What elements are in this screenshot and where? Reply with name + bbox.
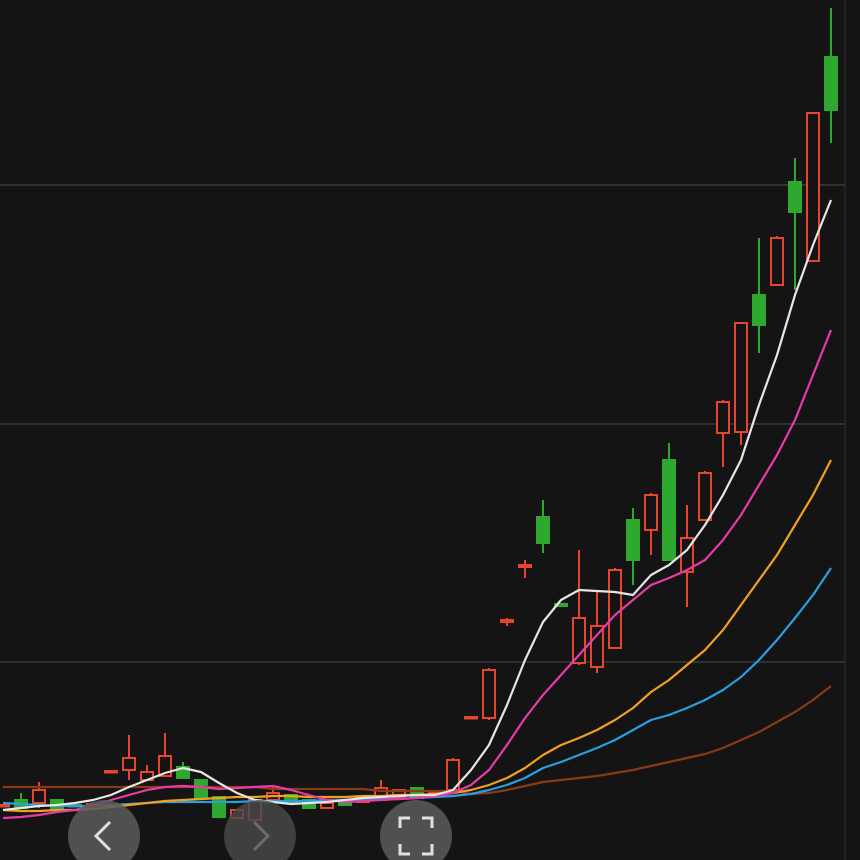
candle-body: [122, 757, 136, 771]
ma-line: [3, 685, 832, 796]
candle-body: [788, 181, 802, 213]
candle-body: [32, 789, 46, 804]
candle-body: [608, 569, 622, 649]
nav-prev[interactable]: [68, 800, 140, 860]
candle-body: [464, 716, 478, 720]
candle-body: [806, 112, 820, 262]
chevron-right: [252, 820, 271, 852]
candle-body: [104, 770, 118, 774]
candle-body: [482, 669, 496, 719]
nav-next[interactable]: [224, 800, 296, 860]
candle-body: [626, 519, 640, 561]
button-bg: [380, 800, 452, 860]
moving-averages: [2, 199, 833, 820]
candle-body: [734, 322, 748, 433]
candle-body: [554, 603, 568, 607]
candle-body: [500, 619, 514, 623]
fullscreen-button[interactable]: [380, 800, 452, 860]
plot-area: [0, 8, 845, 821]
candle-body: [590, 625, 604, 668]
ma-line: [2, 199, 833, 812]
candle-body: [320, 802, 334, 809]
candle-body: [698, 472, 712, 521]
candle-body: [0, 804, 10, 808]
candle-body: [158, 755, 172, 777]
candle-body: [752, 294, 766, 326]
candle-body: [770, 237, 784, 286]
candle-body: [194, 779, 208, 799]
candle-body: [536, 516, 550, 544]
fullscreen-icon: [398, 816, 434, 856]
candle-body: [662, 459, 676, 561]
candle-body: [518, 564, 532, 568]
candles: [0, 8, 838, 821]
candle-body: [716, 401, 730, 434]
candle-body: [644, 494, 658, 531]
ma-line: [2, 329, 833, 820]
candle-body: [824, 56, 838, 111]
candle-body: [212, 796, 226, 818]
chevron-left: [93, 820, 112, 852]
